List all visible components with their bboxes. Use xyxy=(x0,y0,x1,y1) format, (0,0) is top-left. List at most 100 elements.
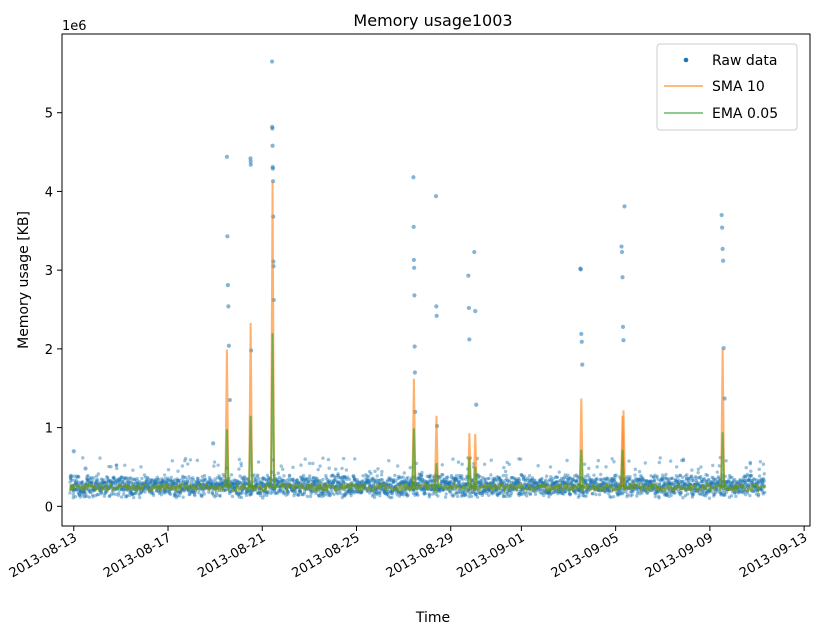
raw-data-point xyxy=(96,472,101,476)
raw-data-point xyxy=(715,480,719,484)
raw-data-point xyxy=(324,473,328,478)
ema-line-spike xyxy=(578,449,584,488)
raw-data-point xyxy=(561,479,565,483)
raw-data-point xyxy=(737,479,741,484)
raw-data-point xyxy=(91,489,95,493)
legend-sma-label: SMA 10 xyxy=(712,79,765,95)
raw-data-point xyxy=(456,491,460,495)
raw-data-point xyxy=(186,480,190,484)
raw-data-point xyxy=(104,480,109,485)
raw-data-point xyxy=(683,482,687,487)
raw-data-point xyxy=(112,479,116,483)
raw-data-point xyxy=(636,480,640,484)
raw-data-point xyxy=(457,482,461,486)
raw-data-point xyxy=(449,480,453,484)
raw-data-point xyxy=(354,489,358,494)
raw-data-point xyxy=(213,495,217,499)
raw-data-point xyxy=(448,480,453,484)
raw-data-point xyxy=(269,59,275,64)
raw-data-point xyxy=(365,478,370,482)
raw-data-point xyxy=(437,487,441,492)
raw-data-point xyxy=(455,476,459,481)
raw-data-point xyxy=(530,477,535,482)
raw-data-point xyxy=(649,480,653,484)
raw-data-point xyxy=(335,481,340,485)
raw-data-point xyxy=(159,481,163,485)
raw-data-point xyxy=(501,491,505,496)
raw-data-point xyxy=(332,492,336,497)
raw-data-point xyxy=(451,477,455,481)
raw-data-point xyxy=(389,482,394,486)
raw-data-point xyxy=(220,476,224,481)
raw-data-point xyxy=(507,479,512,483)
raw-data-point xyxy=(738,481,742,485)
raw-data-point xyxy=(367,469,372,474)
raw-data-point xyxy=(655,476,659,480)
raw-data-point xyxy=(120,475,124,479)
raw-data-point xyxy=(85,476,89,481)
raw-data-point xyxy=(580,490,585,495)
raw-data-point xyxy=(454,478,458,482)
raw-data-point xyxy=(673,491,677,495)
raw-data-point xyxy=(127,476,131,481)
raw-data-point xyxy=(94,482,98,486)
raw-data-point xyxy=(482,488,487,493)
raw-data-point xyxy=(292,491,297,495)
raw-data-point xyxy=(453,479,457,483)
raw-data-point xyxy=(158,480,163,484)
raw-data-point xyxy=(88,490,93,495)
raw-data-point xyxy=(461,477,465,481)
raw-data-point xyxy=(466,273,471,278)
raw-data-point xyxy=(197,479,202,483)
raw-data-point xyxy=(240,476,244,481)
raw-data-point xyxy=(128,489,133,494)
raw-data-point xyxy=(194,480,198,484)
raw-data-point xyxy=(574,479,579,483)
raw-data-point xyxy=(735,480,739,484)
raw-data-point xyxy=(757,474,762,478)
raw-data-point xyxy=(550,481,555,485)
y-tick-label: 5 xyxy=(45,107,53,122)
raw-data-point xyxy=(628,477,632,481)
raw-data-point xyxy=(404,490,408,495)
plot-frame xyxy=(61,33,811,527)
raw-data-point xyxy=(355,480,360,484)
raw-data-point xyxy=(451,494,455,498)
raw-data-point xyxy=(506,479,510,483)
raw-data-point xyxy=(342,494,347,498)
raw-data-point xyxy=(630,493,634,497)
raw-data-point xyxy=(605,477,610,481)
raw-data-point xyxy=(77,492,81,496)
raw-data-point xyxy=(129,490,133,494)
raw-data-point xyxy=(518,457,523,461)
raw-data-point xyxy=(595,476,599,481)
legend-raw-label: Raw data xyxy=(712,53,777,69)
raw-data-point xyxy=(397,474,401,479)
raw-data-point xyxy=(743,478,747,483)
raw-data-point xyxy=(129,476,133,480)
raw-data-point xyxy=(353,478,357,482)
raw-data-point xyxy=(660,473,665,477)
raw-data-point xyxy=(75,487,79,492)
raw-data-point xyxy=(370,478,374,483)
raw-data-point xyxy=(599,477,603,481)
raw-data-point xyxy=(749,478,754,483)
raw-data-point xyxy=(683,474,688,478)
raw-data-point xyxy=(401,479,405,484)
raw-data-point xyxy=(332,474,337,479)
raw-data-point xyxy=(576,474,580,479)
raw-data-point xyxy=(170,479,174,484)
raw-data-point xyxy=(514,478,518,483)
raw-data-point xyxy=(478,491,482,495)
raw-data-point xyxy=(189,489,193,494)
raw-data-point xyxy=(660,476,664,481)
raw-data-point xyxy=(413,493,417,497)
raw-data-point xyxy=(280,479,284,483)
raw-data-point xyxy=(548,465,553,469)
raw-data-point xyxy=(518,489,522,494)
raw-data-point xyxy=(700,480,704,484)
raw-data-point xyxy=(670,490,674,494)
raw-data-point xyxy=(296,493,301,497)
raw-data-point xyxy=(684,476,689,481)
